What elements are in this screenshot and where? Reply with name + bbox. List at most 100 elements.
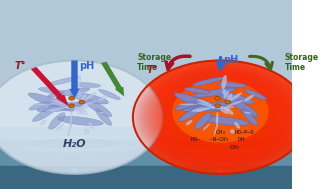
Ellipse shape [33, 104, 51, 105]
Ellipse shape [62, 106, 73, 109]
Ellipse shape [174, 93, 220, 111]
Text: H₂O: H₂O [63, 139, 86, 149]
Circle shape [212, 112, 229, 123]
Text: Storage
Time: Storage Time [137, 53, 172, 72]
Circle shape [68, 104, 75, 108]
Ellipse shape [222, 107, 231, 111]
Ellipse shape [192, 77, 225, 86]
Circle shape [201, 104, 240, 130]
Ellipse shape [196, 110, 204, 112]
Circle shape [68, 96, 75, 100]
Ellipse shape [40, 120, 46, 125]
Ellipse shape [197, 103, 214, 107]
Ellipse shape [224, 108, 234, 115]
Ellipse shape [80, 100, 97, 107]
Circle shape [214, 113, 227, 122]
Ellipse shape [230, 129, 235, 133]
Ellipse shape [70, 93, 108, 104]
Ellipse shape [46, 77, 79, 86]
Ellipse shape [209, 106, 225, 108]
Ellipse shape [29, 101, 50, 110]
Circle shape [215, 96, 220, 100]
Ellipse shape [184, 88, 210, 94]
Ellipse shape [51, 110, 57, 112]
Ellipse shape [245, 89, 267, 100]
Bar [0, 166, 292, 189]
Text: pH: pH [79, 61, 94, 71]
Text: T°: T° [146, 65, 158, 75]
Circle shape [174, 87, 267, 147]
Ellipse shape [88, 122, 94, 129]
Ellipse shape [52, 103, 68, 107]
Circle shape [210, 110, 231, 124]
Circle shape [142, 66, 300, 168]
Circle shape [144, 68, 297, 167]
Ellipse shape [63, 106, 79, 108]
Ellipse shape [70, 106, 89, 109]
Ellipse shape [244, 112, 251, 114]
Circle shape [153, 73, 288, 161]
Circle shape [205, 107, 236, 127]
Circle shape [79, 100, 85, 104]
Ellipse shape [84, 129, 89, 133]
Ellipse shape [80, 94, 86, 102]
Text: HO–   –N–CH₃   OH: HO– –N–CH₃ OH [191, 137, 244, 142]
Circle shape [135, 62, 306, 172]
Circle shape [133, 60, 308, 174]
Circle shape [215, 104, 220, 108]
Ellipse shape [76, 75, 81, 89]
Text: CH₃: CH₃ [202, 145, 239, 150]
Ellipse shape [57, 116, 103, 125]
Ellipse shape [218, 83, 247, 88]
Ellipse shape [37, 104, 83, 112]
Circle shape [170, 85, 271, 150]
Ellipse shape [203, 116, 249, 125]
Ellipse shape [63, 102, 86, 106]
Ellipse shape [77, 91, 83, 98]
Circle shape [168, 83, 273, 151]
Ellipse shape [192, 107, 211, 112]
Ellipse shape [68, 123, 72, 136]
Ellipse shape [216, 93, 254, 104]
Ellipse shape [83, 93, 96, 102]
Ellipse shape [99, 112, 105, 114]
Circle shape [179, 90, 262, 144]
Circle shape [166, 82, 275, 153]
Circle shape [199, 103, 243, 131]
Ellipse shape [221, 75, 227, 89]
Text: pH: pH [223, 56, 238, 65]
Ellipse shape [228, 93, 242, 102]
Circle shape [133, 60, 308, 174]
Ellipse shape [72, 83, 101, 88]
Ellipse shape [219, 168, 222, 172]
Bar [0, 0, 292, 136]
Circle shape [150, 72, 291, 163]
Ellipse shape [186, 120, 192, 125]
Ellipse shape [214, 123, 218, 136]
Circle shape [196, 102, 244, 133]
Circle shape [192, 99, 249, 136]
Ellipse shape [49, 113, 65, 129]
Circle shape [183, 93, 258, 141]
Text: Storage
Time: Storage Time [285, 53, 319, 72]
Ellipse shape [234, 122, 240, 129]
Circle shape [218, 116, 223, 119]
Ellipse shape [57, 124, 64, 130]
Circle shape [216, 114, 225, 120]
Ellipse shape [203, 124, 210, 130]
Text: CH₃   HO–P–O: CH₃ HO–P–O [216, 130, 254, 135]
Ellipse shape [96, 109, 112, 125]
Ellipse shape [76, 107, 85, 111]
Ellipse shape [226, 100, 244, 107]
Ellipse shape [216, 112, 218, 126]
Circle shape [203, 106, 238, 129]
Ellipse shape [195, 113, 211, 129]
Ellipse shape [220, 108, 228, 114]
Circle shape [137, 63, 304, 171]
Ellipse shape [217, 106, 235, 109]
Circle shape [140, 65, 301, 170]
Ellipse shape [224, 91, 229, 98]
Circle shape [0, 60, 162, 174]
Ellipse shape [78, 108, 87, 115]
FancyArrow shape [31, 67, 68, 106]
